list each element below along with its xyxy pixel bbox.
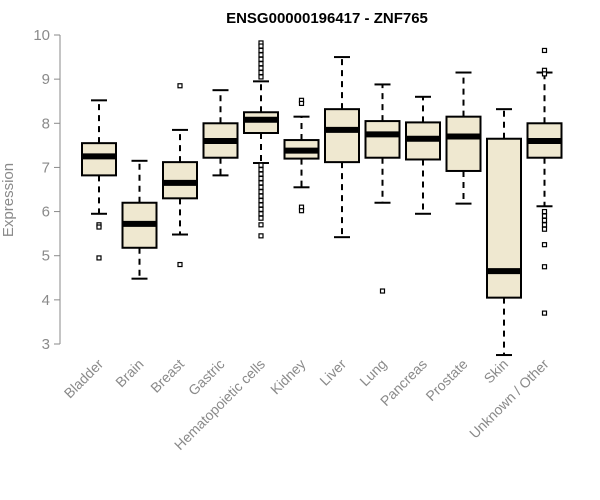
outlier-point (541, 242, 548, 248)
outlier-point (258, 74, 264, 80)
box-gastric (202, 89, 239, 177)
outlier-point (541, 264, 548, 270)
box-breast (162, 83, 198, 268)
outlier-point (541, 213, 548, 219)
outlier-point (258, 162, 264, 168)
outlier-point (298, 100, 305, 107)
outlier-point (258, 193, 264, 199)
outlier-point (258, 69, 264, 76)
outlier-point (96, 224, 102, 230)
outlier-point (541, 71, 548, 77)
y-tick-label: 9 (42, 71, 50, 88)
x-category-label: Lung (356, 356, 389, 389)
box-prostate (445, 71, 482, 205)
outlier-point (541, 222, 548, 228)
y-tick-label: 4 (42, 292, 50, 309)
outlier-point (541, 217, 548, 223)
outlier-point (258, 189, 264, 195)
outlier-point (258, 56, 264, 62)
outlier-point (258, 180, 264, 186)
box-bladder (81, 99, 117, 261)
y-tick-label: 8 (42, 115, 50, 132)
y-tick-label: 6 (42, 204, 50, 221)
y-axis: 3 4 5 6 7 8 9 10 (33, 27, 61, 353)
outlier-point (258, 206, 264, 212)
outlier-point (258, 184, 264, 190)
outlier-point (258, 43, 264, 49)
outlier-point (177, 83, 183, 89)
box-pancreas (405, 95, 441, 215)
y-tick-label: 7 (42, 159, 50, 176)
x-category-label: Bladder (61, 356, 107, 402)
x-category-label: Brain (112, 356, 146, 390)
outlier-point (541, 47, 548, 54)
outlier-point (258, 233, 264, 239)
box-unknown-other (526, 47, 563, 316)
box-kidney (283, 97, 320, 214)
outlier-point (258, 52, 264, 58)
outlier-point (258, 222, 264, 228)
outlier-point (298, 208, 305, 214)
outlier-point (96, 255, 102, 261)
outlier-point (541, 208, 548, 215)
outlier-point (258, 202, 264, 208)
outlier-point (258, 211, 264, 217)
outlier-point (258, 175, 264, 182)
outlier-point (541, 226, 548, 232)
box-skin (486, 108, 522, 357)
x-category-label: Kidney (267, 356, 309, 398)
iqr-box (445, 115, 482, 172)
outlier-point (258, 65, 264, 71)
outlier-point (258, 167, 264, 173)
y-tick-label: 5 (42, 248, 50, 265)
outlier-point (379, 288, 386, 294)
y-tick-label: 10 (33, 27, 50, 44)
outlier-point (541, 310, 548, 316)
outlier-point (258, 197, 264, 204)
x-category-label: Skin (481, 356, 512, 387)
outlier-point (258, 61, 264, 67)
iqr-box (364, 120, 401, 159)
box-brain (121, 159, 158, 280)
x-category-label: Liver (316, 356, 349, 389)
x-category-label: Prostate (422, 356, 470, 404)
iqr-box (324, 108, 360, 164)
outlier-point (258, 47, 264, 54)
chart-title: ENSG00000196417 - ZNF765 (226, 10, 428, 27)
x-category-label: Breast (147, 356, 187, 396)
box-lung (364, 83, 401, 294)
outlier-point (258, 171, 264, 177)
outlier-point (258, 215, 264, 221)
box-hematopoietic-cells (243, 40, 279, 239)
y-tick-label: 3 (42, 336, 50, 353)
y-axis-label: Expression (0, 163, 17, 237)
boxes-group (81, 40, 563, 357)
outlier-point (177, 261, 183, 268)
box-liver (324, 56, 360, 239)
